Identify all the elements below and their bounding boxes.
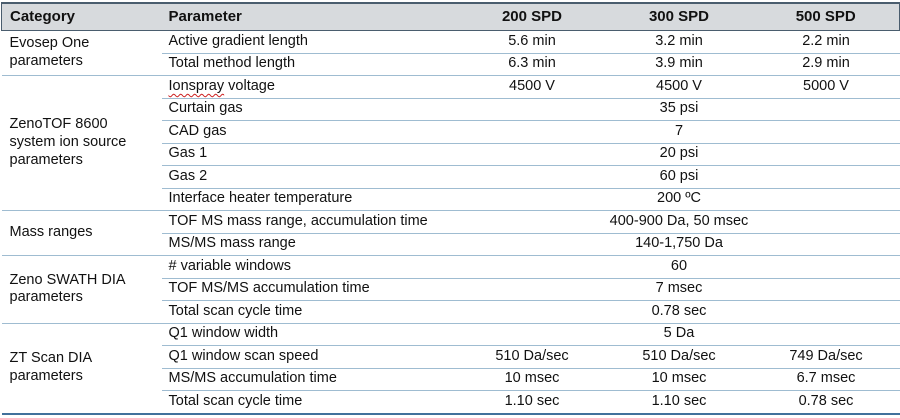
parameter-cell: Gas 1 [161, 143, 459, 166]
table-row: CAD gas 7 [2, 120, 900, 144]
value-cell: 1.10 sec [458, 390, 606, 414]
parameter-cell: Curtain gas [161, 98, 459, 121]
value-cell: 3.9 min [605, 53, 753, 76]
parameter-cell: Total method length [161, 53, 459, 76]
header-500-spd: 500 SPD [752, 2, 900, 31]
value-cell: 3.2 min [605, 30, 753, 54]
value-cell-spanning: 0.78 sec [458, 300, 900, 324]
value-cell: 1.10 sec [605, 390, 753, 414]
value-cell: 0.78 sec [752, 390, 900, 414]
parameter-cell: Active gradient length [161, 30, 459, 54]
value-cell-spanning: 35 psi [458, 98, 900, 121]
parameter-cell: TOF MS mass range, accumulation time [161, 210, 459, 234]
parameter-cell: Total scan cycle time [161, 390, 459, 414]
parameter-cell: Q1 window width [161, 323, 459, 346]
value-cell: 2.2 min [752, 30, 900, 54]
header-300-spd: 300 SPD [605, 2, 753, 31]
value-cell: 4500 V [605, 75, 753, 99]
parameter-cell: MS/MS mass range [161, 233, 459, 256]
value-cell-spanning: 200 ºC [458, 188, 900, 211]
parameter-cell: Interface heater temperature [161, 188, 459, 211]
table-row: Mass ranges TOF MS mass range, accumulati… [1, 210, 900, 256]
parameter-cell: TOF MS/MS accumulation time [161, 278, 459, 301]
header-row: Category Parameter 200 SPD 300 SPD 500 S… [1, 2, 900, 31]
value-cell-spanning: 7 msec [458, 278, 900, 301]
parameter-cell: MS/MS accumulation time [161, 368, 459, 391]
value-cell-spanning: 140-1,750 Da [458, 233, 900, 256]
parameter-cell: CAD gas [161, 120, 459, 144]
category-cell: ZT Scan DIA parameters [1, 323, 162, 414]
category-cell: Mass ranges [1, 210, 162, 256]
table-row: Zeno SWATH DIA parameters # variable wind… [1, 255, 900, 324]
value-cell-spanning: 5 Da [458, 323, 900, 346]
table-row: Gas 1 20 psi [2, 143, 900, 166]
table-row: Evosep One parameters Active gradient len… [1, 30, 900, 76]
table-row: Curtain gas 35 psi [2, 98, 900, 121]
table-row: Interface heater temperature 200 ºC [2, 188, 900, 211]
category-cell: ZenoTOF 8600 system ion source parameter… [1, 75, 162, 211]
table-row: Q1 window scan speed 510 Da/sec 510 Da/sec… [2, 345, 900, 369]
header-parameter: Parameter [161, 2, 459, 31]
table-row: Gas 2 60 psi [2, 165, 900, 189]
parameter-cell: Q1 window scan speed [161, 345, 459, 369]
value-cell: 510 Da/sec [605, 345, 753, 369]
parameter-cell: Total scan cycle time [161, 300, 459, 324]
table-row: Total method length 6.3 min 3.9 min 2.9 min [2, 53, 900, 76]
header-200-spd: 200 SPD [458, 2, 606, 31]
category-cell: Zeno SWATH DIA parameters [1, 255, 162, 324]
value-cell: 5000 V [752, 75, 900, 99]
value-cell: 6.7 msec [752, 368, 900, 391]
value-cell: 5.6 min [458, 30, 606, 54]
header-category: Category [1, 2, 162, 31]
table-header: Category Parameter 200 SPD 300 SPD 500 S… [1, 2, 900, 31]
value-cell: 2.9 min [752, 53, 900, 76]
category-cell: Evosep One parameters [1, 30, 162, 76]
misspelled-word: Ionspray [168, 77, 225, 94]
table-row: MS/MS mass range 140-1,750 Da [2, 233, 900, 256]
parameter-cell: # variable windows [161, 255, 459, 279]
value-cell: 10 msec [458, 368, 606, 391]
table-row: Total scan cycle time 0.78 sec [2, 300, 900, 324]
table-body: Evosep One parameters Active gradient len… [1, 30, 900, 414]
value-cell: 4500 V [458, 75, 606, 99]
value-cell: 749 Da/sec [752, 345, 900, 369]
table-row: Total scan cycle time 1.10 sec 1.10 sec 0.7… [2, 390, 900, 414]
table-row: ZenoTOF 8600 system ion source parameter… [1, 75, 900, 211]
table-row: TOF MS/MS accumulation time 7 msec [2, 278, 900, 301]
value-cell-spanning: 60 psi [458, 165, 900, 189]
parameter-cell: Gas 2 [161, 165, 459, 189]
value-cell-spanning: 20 psi [458, 143, 900, 166]
value-cell-spanning: 60 [458, 255, 900, 279]
value-cell: 510 Da/sec [458, 345, 606, 369]
table-row: ZT Scan DIA parameters Q1 window width 5 D… [1, 323, 900, 414]
value-cell-spanning: 400-900 Da, 50 msec [458, 210, 900, 234]
value-cell: 6.3 min [458, 53, 606, 76]
table-row: MS/MS accumulation time 10 msec 10 msec 6.7… [2, 368, 900, 391]
value-cell-spanning: 7 [458, 120, 900, 144]
parameter-cell: Ionspray voltage [161, 75, 459, 99]
value-cell: 10 msec [605, 368, 753, 391]
